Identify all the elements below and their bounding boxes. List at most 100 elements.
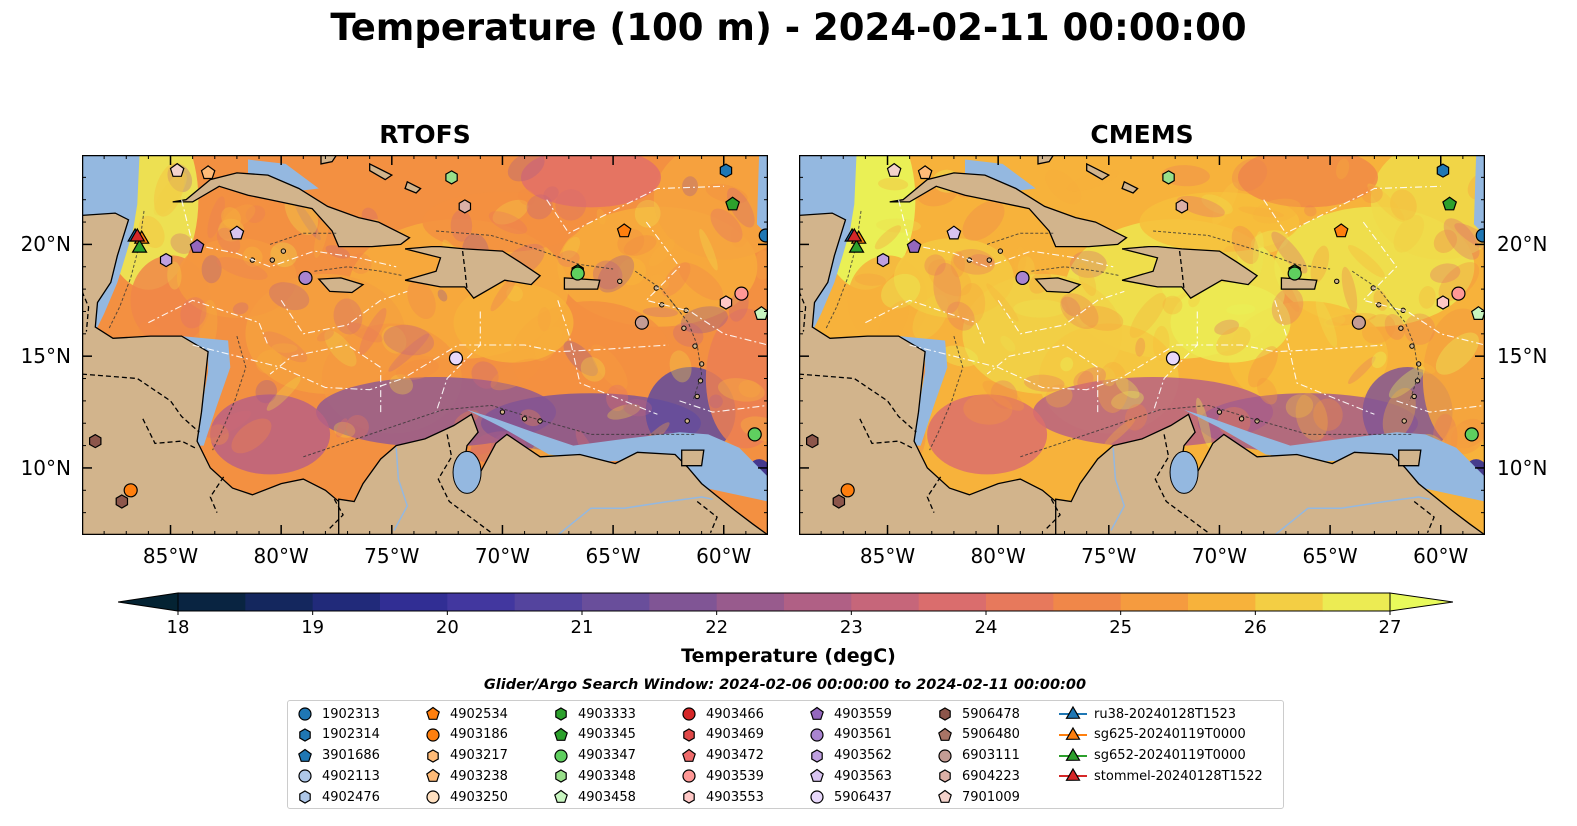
legend-marker-icon <box>938 748 952 763</box>
legend-item: 4903333 <box>550 704 636 724</box>
lon-tick-label-right: 75°W <box>1081 544 1137 568</box>
float-marker-4903561[interactable] <box>298 270 313 286</box>
legend-marker-icon <box>810 769 824 783</box>
lat-tick-label-left: 20°N <box>20 232 71 257</box>
legend-item: 4903345 <box>550 725 636 745</box>
float-marker-4903539[interactable] <box>1451 286 1466 301</box>
float-marker-4903562[interactable] <box>159 252 173 268</box>
float-marker-4903186[interactable] <box>840 483 855 498</box>
legend-marker-icon <box>810 728 824 742</box>
legend-marker-icon <box>682 707 696 721</box>
float-marker-1902314[interactable] <box>719 163 733 178</box>
lat-tick-label-right: 10°N <box>1497 455 1548 480</box>
float-marker-6903111[interactable] <box>1351 315 1366 330</box>
legend-label: 4903559 <box>834 706 892 722</box>
float-marker-4903562[interactable] <box>876 252 890 268</box>
legend-marker-icon <box>1059 747 1087 761</box>
legend-label: sg625-20240119T0000 <box>1094 727 1246 743</box>
legend-item: 4903553 <box>678 787 764 807</box>
float-marker-1902313[interactable] <box>758 228 768 243</box>
float-marker-4903186[interactable] <box>123 483 138 498</box>
float-marker-4903553[interactable] <box>1436 295 1450 310</box>
legend-marker-icon <box>1059 705 1087 719</box>
legend-item: 4903563 <box>806 766 892 786</box>
colorbar <box>118 592 1453 615</box>
float-marker-4903345[interactable] <box>1442 196 1458 211</box>
legend-label: 5906437 <box>834 789 892 805</box>
legend: 1902313 1902314 3901686 4902113 4902476 49025… <box>287 700 1284 809</box>
legend-item: 4902534 <box>422 704 508 724</box>
float-marker-5906478[interactable] <box>115 494 129 509</box>
legend-label: 4903458 <box>578 789 636 805</box>
map-panel-rtofs[interactable] <box>82 155 768 535</box>
float-marker-4903238[interactable] <box>200 165 216 180</box>
float-marker-4902534[interactable] <box>1333 223 1349 238</box>
float-marker-4903561[interactable] <box>1015 270 1030 286</box>
float-marker-5906437[interactable] <box>1165 351 1181 366</box>
float-marker-4903563[interactable] <box>946 225 962 240</box>
legend-marker-icon <box>939 769 951 784</box>
float-marker-4903539[interactable] <box>734 286 749 301</box>
legend-item: 4903472 <box>678 746 764 766</box>
legend-marker-icon <box>682 769 696 783</box>
float-marker-1902314[interactable] <box>1436 163 1450 178</box>
float-marker-4903563[interactable] <box>229 225 245 240</box>
float-marker-4903553[interactable] <box>719 295 733 310</box>
float-marker-1902313[interactable] <box>1475 228 1485 243</box>
float-marker-4903559[interactable] <box>189 238 205 253</box>
legend-marker-icon <box>683 728 695 742</box>
colorbar-label: Temperature (degC) <box>681 645 896 667</box>
float-marker-4903348[interactable] <box>1162 170 1175 185</box>
float-marker-4903238[interactable] <box>917 165 933 180</box>
legend-label: 4903348 <box>578 768 636 784</box>
legend-label: stommel-20240128T1522 <box>1094 768 1263 784</box>
legend-marker-icon <box>299 728 311 742</box>
float-marker-4903559[interactable] <box>906 238 922 253</box>
legend-label: 1902314 <box>322 727 380 743</box>
legend-marker-icon <box>554 789 568 804</box>
glider-marker-sg652-20240119T0000[interactable] <box>131 238 148 253</box>
float-marker-7901009[interactable] <box>886 162 902 177</box>
legend-marker-icon <box>426 728 440 742</box>
legend-label: sg652-20240119T0000 <box>1094 748 1246 764</box>
lon-tick-label-left: 70°W <box>474 544 531 568</box>
float-marker-5906478[interactable] <box>832 494 846 509</box>
legend-marker-icon <box>939 707 951 721</box>
float-marker-4903347[interactable] <box>570 266 585 281</box>
legend-label: 4903347 <box>578 748 636 764</box>
float-marker-4902534[interactable] <box>616 223 632 238</box>
float-marker-5906478[interactable] <box>805 433 819 449</box>
float-marker-4903347[interactable] <box>1464 427 1479 442</box>
map-panel-cmems[interactable] <box>799 155 1485 535</box>
glider-marker-sg652-20240119T0000[interactable] <box>848 238 865 253</box>
float-marker-6903111[interactable] <box>634 315 649 330</box>
colorbar-tick-label: 21 <box>570 617 594 638</box>
legend-label: 4903345 <box>578 727 636 743</box>
float-marker-6904223[interactable] <box>458 199 472 214</box>
float-marker-4903345[interactable] <box>725 196 741 211</box>
legend-label: 7901009 <box>962 789 1020 805</box>
glider-marker-stommel-20240128T1522[interactable] <box>129 227 146 242</box>
legend-item: 4903466 <box>678 704 764 724</box>
legend-marker-icon <box>1059 768 1087 782</box>
colorbar-tick-label: 22 <box>705 617 729 638</box>
float-marker-7901009[interactable] <box>169 162 185 177</box>
legend-marker-icon <box>682 748 696 762</box>
legend-item: 6904223 <box>934 766 1020 786</box>
lon-tick-label-left: 75°W <box>364 544 420 568</box>
float-marker-5906478[interactable] <box>88 433 102 449</box>
float-marker-4903348[interactable] <box>445 170 458 185</box>
legend-item: 4903186 <box>422 725 508 745</box>
legend-label: 4903466 <box>706 706 764 722</box>
glider-marker-stommel-20240128T1522[interactable] <box>846 227 863 242</box>
colorbar-tick-label: 18 <box>166 617 190 638</box>
float-marker-4903347[interactable] <box>1287 266 1302 281</box>
legend-label: 6904223 <box>962 768 1020 784</box>
legend-marker-icon <box>555 707 567 721</box>
float-marker-6904223[interactable] <box>1175 199 1189 214</box>
float-marker-4903347[interactable] <box>747 427 762 442</box>
legend-item: 4903469 <box>678 725 764 745</box>
float-marker-5906437[interactable] <box>448 351 464 366</box>
lat-tick-label-right: 15°N <box>1497 344 1548 369</box>
legend-marker-icon <box>298 748 312 762</box>
